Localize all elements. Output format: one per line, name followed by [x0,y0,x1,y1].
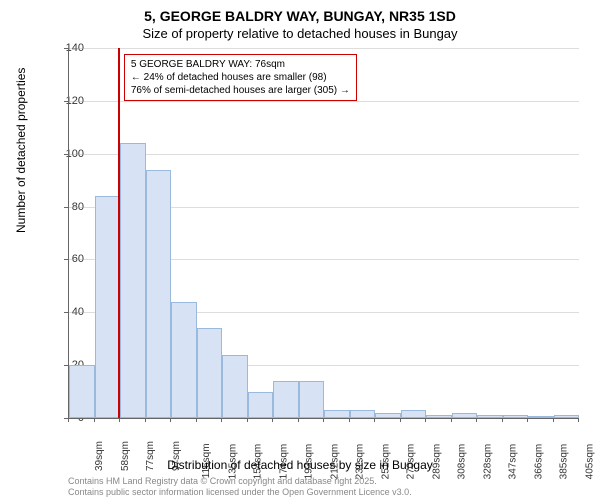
x-tick [374,418,375,422]
gridline [69,48,579,49]
x-tick [578,418,579,422]
x-tick [553,418,554,422]
x-tick [400,418,401,422]
chart-title: 5, GEORGE BALDRY WAY, BUNGAY, NR35 1SD [0,8,600,24]
footer-line2: Contains public sector information licen… [68,487,412,498]
x-tick [145,418,146,422]
histogram-bar [554,415,580,418]
histogram-bar [299,381,325,418]
histogram-bar [222,355,248,418]
histogram-bar [401,410,427,418]
x-tick [119,418,120,422]
x-tick [272,418,273,422]
x-tick [196,418,197,422]
histogram-bar [171,302,197,418]
x-tick [323,418,324,422]
histogram-bar [95,196,121,418]
histogram-bar [375,413,401,418]
histogram-bar [197,328,223,418]
chart-subtitle: Size of property relative to detached ho… [0,26,600,41]
histogram-bar [324,410,350,418]
footer-line1: Contains HM Land Registry data © Crown c… [68,476,412,487]
x-axis-label: Distribution of detached houses by size … [0,458,600,472]
x-tick [476,418,477,422]
x-tick [451,418,452,422]
gridline [69,154,579,155]
histogram-bar [503,415,529,418]
footer-attribution: Contains HM Land Registry data © Crown c… [68,476,412,498]
x-tick [221,418,222,422]
x-tick [68,418,69,422]
x-tick [527,418,528,422]
annotation-line1: 5 GEORGE BALDRY WAY: 76sqm [131,58,350,71]
histogram-bar [120,143,146,418]
histogram-bar [350,410,376,418]
histogram-bar [528,416,554,418]
x-tick [94,418,95,422]
histogram-bar [426,415,452,418]
x-tick [247,418,248,422]
plot-area: 5 GEORGE BALDRY WAY: 76sqm ← 24% of deta… [68,48,579,419]
histogram-bar [248,392,274,418]
x-tick [349,418,350,422]
x-tick [170,418,171,422]
annotation-line2: ← 24% of detached houses are smaller (98… [131,71,350,84]
x-tick [425,418,426,422]
marker-line [118,48,120,418]
x-tick [298,418,299,422]
histogram-bar [69,365,95,418]
annotation-line3: 76% of semi-detached houses are larger (… [131,84,350,97]
histogram-bar [273,381,299,418]
x-tick [502,418,503,422]
histogram-bar [477,415,503,418]
histogram-bar [452,413,478,418]
annotation-box: 5 GEORGE BALDRY WAY: 76sqm ← 24% of deta… [124,54,357,101]
histogram-chart: 5, GEORGE BALDRY WAY, BUNGAY, NR35 1SD S… [0,0,600,500]
histogram-bar [146,170,172,418]
y-axis-label: Number of detached properties [14,68,28,233]
